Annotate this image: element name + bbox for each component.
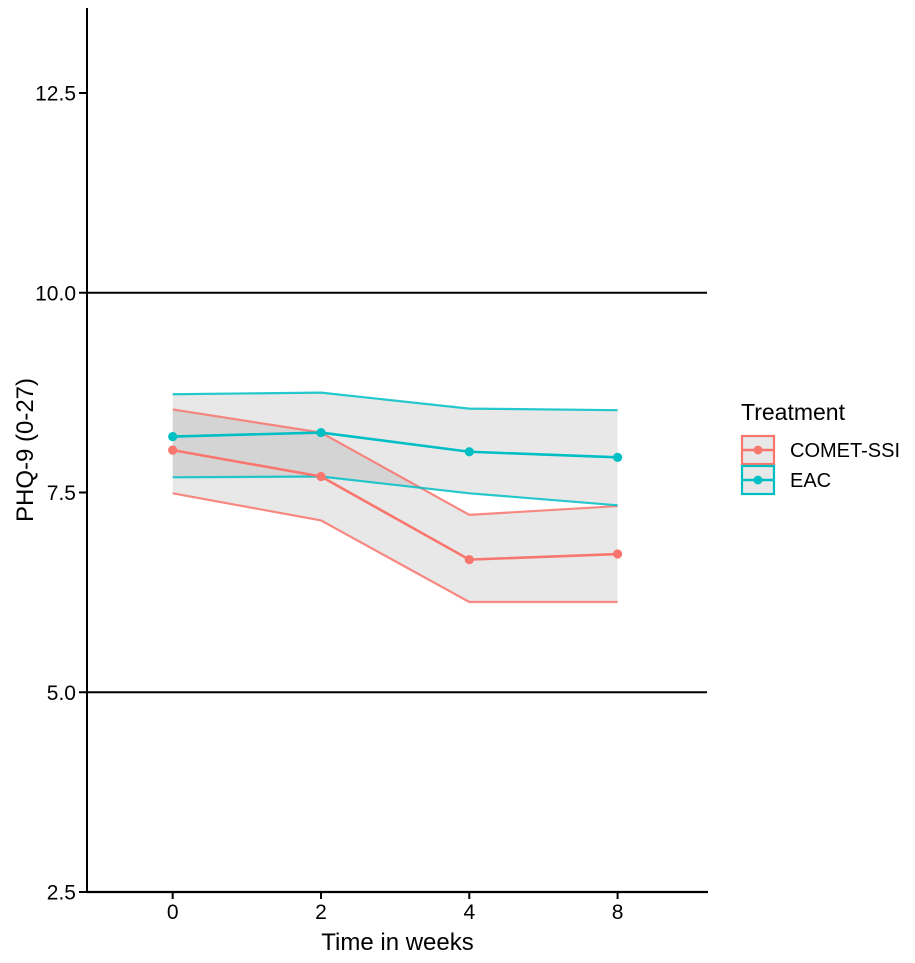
- point-eac-week-8: [613, 452, 623, 462]
- ribbon-upper-edge-comet-ssi: [172, 408, 618, 516]
- y-tick-label-5: 5.0: [47, 682, 76, 705]
- ribbon-comet-ssi: [172, 409, 618, 602]
- point-eac-week-2: [316, 427, 326, 438]
- mean-line-eac: [172, 431, 618, 459]
- legend-label-eac: EAC: [790, 470, 831, 492]
- y-tick-label-10: 10.0: [35, 282, 76, 305]
- x-tick-label-4: 4: [463, 901, 475, 924]
- x-tick-label-0: 0: [167, 901, 179, 924]
- legend-title: Treatment: [741, 399, 846, 425]
- point-comet-ssi-week-8: [613, 549, 623, 559]
- y-axis-title: PHQ-9 (0-27): [12, 378, 39, 522]
- y-tick-label-7.5: 7.5: [47, 482, 76, 505]
- point-comet-ssi-week-2: [316, 471, 326, 482]
- legend-key-point-comet-ssi: [753, 445, 763, 455]
- ribbon-lower-edge-eac: [172, 475, 618, 507]
- x-tick-label-2: 2: [315, 901, 327, 924]
- y-tick-label-12.5: 12.5: [35, 83, 76, 106]
- point-eac-week-4: [464, 447, 474, 457]
- mean-line-comet-ssi: [172, 448, 618, 561]
- ribbon-upper-edge-eac: [172, 391, 618, 412]
- point-eac-week-0: [168, 431, 178, 442]
- x-tick-label-8: 8: [612, 901, 624, 924]
- legend-label-comet-ssi: COMET-SSI: [790, 440, 900, 462]
- point-comet-ssi-week-4: [464, 555, 474, 565]
- ribbon-lower-edge-comet-ssi: [172, 492, 618, 604]
- point-comet-ssi-week-0: [168, 445, 178, 455]
- y-tick-label-2.5: 2.5: [47, 882, 76, 905]
- x-axis-title: Time in weeks: [321, 929, 473, 956]
- ribbon-eac: [172, 392, 618, 506]
- legend-key-point-eac: [753, 475, 763, 485]
